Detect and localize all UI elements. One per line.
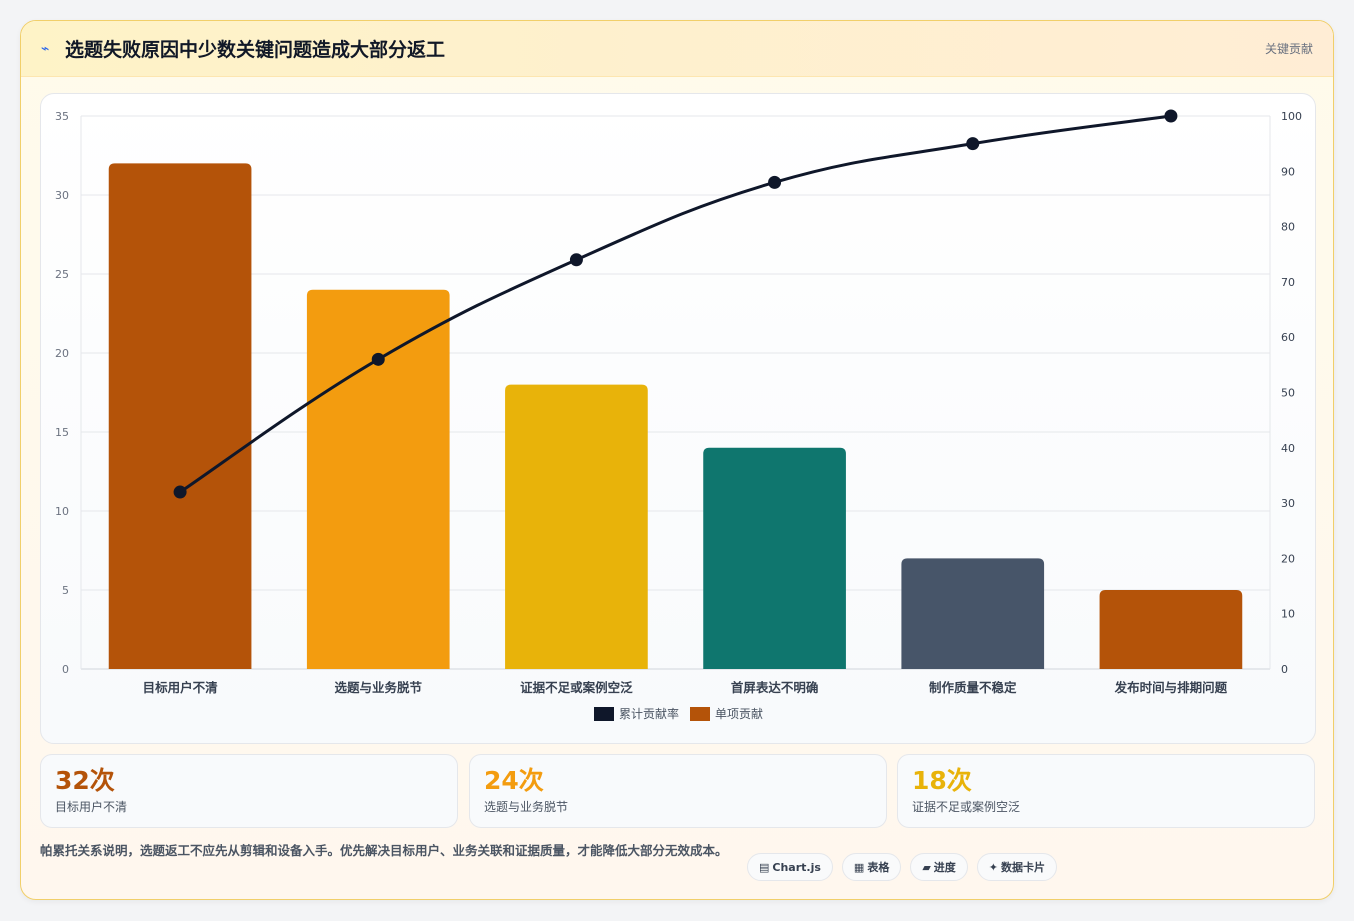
- y-right-tick-label: 0: [1281, 663, 1288, 676]
- tag-chartjs[interactable]: ▤ Chart.js: [747, 853, 833, 881]
- bar: [306, 289, 450, 669]
- x-tick-label: 目标用户不清: [143, 680, 219, 695]
- cumulative-point: [966, 137, 980, 151]
- table-icon: ▦: [853, 860, 865, 874]
- legend-swatch-bar: [690, 707, 710, 721]
- cumulative-point: [173, 485, 187, 499]
- lightning-icon: ⌁: [41, 40, 50, 57]
- tag-progress[interactable]: ▰ 进度: [910, 853, 968, 881]
- stat-value: 32次: [55, 766, 115, 795]
- chart-icon: ▤: [759, 860, 770, 874]
- tag-label: 进度: [933, 861, 956, 874]
- cumulative-point: [569, 253, 583, 267]
- y-left-tick-label: 20: [55, 347, 69, 360]
- stat-label: 证据不足或案例空泛: [912, 800, 1021, 814]
- cumulative-point: [1164, 109, 1178, 123]
- legend-swatch-cumulative: [594, 707, 614, 721]
- stat-label: 目标用户不清: [55, 800, 128, 814]
- tag-data-card[interactable]: ✦ 数据卡片: [976, 853, 1058, 881]
- y-right-tick-label: 40: [1281, 442, 1295, 455]
- y-left-tick-label: 0: [62, 663, 69, 676]
- x-tick-label: 首屏表达不明确: [731, 680, 819, 695]
- stat-value: 24次: [484, 766, 544, 795]
- header-badge: 关键贡献: [1264, 42, 1313, 56]
- bar: [703, 447, 846, 669]
- y-right-tick-label: 20: [1281, 552, 1295, 565]
- x-tick-label: 证据不足或案例空泛: [520, 680, 633, 695]
- y-left-tick-label: 25: [55, 268, 69, 281]
- page-title: 选题失败原因中少数关键问题造成大部分返工: [65, 39, 446, 61]
- tag-list: ▤ Chart.js ▦ 表格 ▰ 进度 ✦ 数据卡片: [747, 853, 1058, 881]
- bar: [901, 558, 1045, 669]
- y-right-tick-label: 10: [1281, 608, 1295, 621]
- y-right-tick-label: 30: [1281, 497, 1295, 510]
- y-left-tick-label: 30: [55, 189, 69, 202]
- y-left-tick-label: 5: [62, 584, 69, 597]
- tag-table[interactable]: ▦ 表格: [841, 853, 902, 881]
- bar: [505, 384, 648, 669]
- cumulative-line: [179, 114, 1172, 494]
- tag-label: Chart.js: [772, 860, 821, 874]
- bar: [1099, 590, 1243, 669]
- y-left-tick-label: 15: [55, 426, 69, 439]
- bar: [108, 163, 252, 669]
- pareto-chart-panel: 0 5 10 15 20 25 30 35 0 10 20 30 40 50 60 70 80 90 100 目标用户…: [40, 93, 1316, 744]
- y-right-tick-label: 80: [1281, 221, 1295, 234]
- y-right-tick-label: 60: [1281, 331, 1295, 344]
- stat-label: 选题与业务脱节: [484, 800, 569, 814]
- chart-card: ⌁ 选题失败原因中少数关键问题造成大部分返工 关键贡献 0 5 10 15 20 25 30…: [20, 20, 1334, 900]
- stat-value: 18次: [912, 766, 972, 795]
- progress-icon: ▰: [922, 860, 931, 874]
- tag-label: 数据卡片: [1001, 861, 1046, 874]
- stat-card-2: 24次 选题与业务脱节: [469, 754, 887, 828]
- stat-card-3: 18次 证据不足或案例空泛: [897, 754, 1315, 828]
- x-tick-label: 发布时间与排期问题: [1114, 680, 1228, 695]
- x-tick-label: 制作质量不稳定: [929, 680, 1017, 695]
- y-left-tick-label: 10: [55, 505, 69, 518]
- tag-label: 表格: [867, 861, 890, 874]
- y-right-tick-label: 70: [1281, 276, 1295, 289]
- stat-card-1: 32次 目标用户不清: [40, 754, 458, 828]
- pareto-chart: 0 5 10 15 20 25 30 35 0 10 20 30 40 50 60 70 80 90 100 目标用户…: [55, 109, 1302, 721]
- legend-label: 单项贡献: [715, 706, 763, 721]
- legend-label: 累计贡献率: [619, 706, 679, 721]
- cumulative-point: [768, 175, 782, 189]
- x-tick-label: 选题与业务脱节: [334, 680, 422, 695]
- footer-note: 帕累托关系说明，选题返工不应先从剪辑和设备入手。优先解决目标用户、业务关联和证据…: [40, 843, 728, 858]
- y-right-tick-label: 90: [1281, 165, 1295, 178]
- sparkle-icon: ✦: [988, 860, 999, 874]
- cumulative-point: [371, 352, 385, 366]
- y-right-tick-label: 50: [1281, 387, 1295, 400]
- y-left-tick-label: 35: [55, 110, 69, 123]
- card-header: ⌁ 选题失败原因中少数关键问题造成大部分返工 关键贡献: [21, 21, 1333, 77]
- y-right-tick-label: 100: [1281, 110, 1302, 123]
